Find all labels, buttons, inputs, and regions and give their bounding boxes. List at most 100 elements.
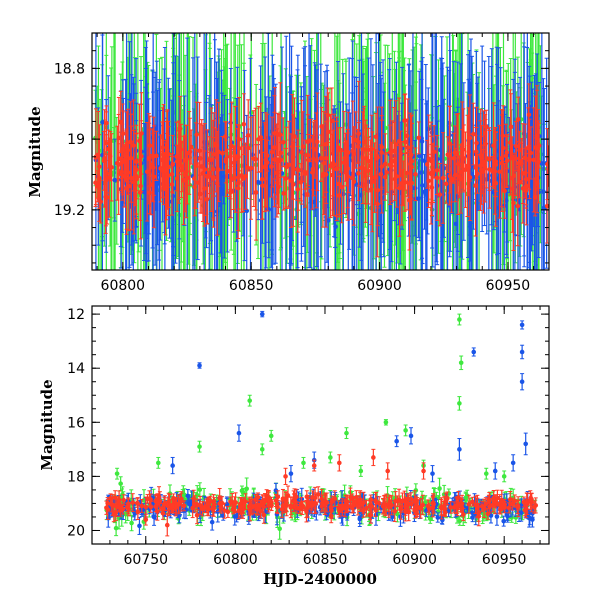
data-point-red: [331, 113, 337, 216]
data-point-red: [431, 494, 436, 514]
data-point-red: [434, 145, 440, 195]
data-point-red: [170, 498, 175, 514]
data-point-red: [449, 158, 454, 203]
data-point-red: [144, 122, 150, 222]
data-point-red: [486, 495, 492, 507]
data-point-red: [338, 127, 344, 173]
data-point-red: [535, 108, 541, 189]
data-point-red: [412, 505, 417, 516]
data-point-red: [284, 126, 289, 208]
data-point-red: [429, 135, 434, 187]
data-point-red: [135, 504, 141, 521]
data-point-green-outlier: [344, 427, 349, 440]
data-point-green-outlier: [268, 429, 274, 442]
data-point-red: [378, 144, 384, 205]
data-point-red: [235, 128, 241, 185]
data-point-red: [326, 92, 331, 172]
data-point-red-outlier: [337, 454, 342, 472]
data-point-red: [306, 494, 311, 510]
data-point-red: [300, 500, 306, 511]
data-point-red: [125, 497, 131, 515]
data-point-red: [382, 153, 388, 201]
bottom-xtick-label: 60900: [392, 552, 437, 568]
data-point-red: [174, 144, 180, 179]
data-point-blue: [112, 138, 118, 222]
data-point-red: [451, 501, 457, 514]
data-point-red: [328, 113, 333, 219]
data-point-blue-outlier: [259, 310, 265, 318]
data-point-red: [246, 496, 252, 516]
data-point-red: [138, 120, 144, 193]
data-point-blue: [423, 64, 429, 270]
data-point-blue-outlier: [197, 362, 202, 369]
data-point-red: [253, 107, 258, 211]
data-point-red: [361, 503, 366, 518]
data-point-red: [184, 124, 189, 194]
data-point-red: [119, 123, 125, 201]
data-point-red: [192, 157, 198, 217]
bottom-xlabel: HJD-2400000: [263, 570, 377, 588]
data-point-green-outlier: [156, 456, 161, 469]
data-point-red: [321, 111, 327, 216]
data-point-red-outlier: [164, 513, 170, 537]
data-point-red: [409, 498, 414, 510]
data-point-red: [426, 502, 432, 515]
data-point-blue-outlier: [519, 373, 525, 391]
data-point-green-outlier: [328, 451, 333, 464]
bottom-ytick-label: 18: [67, 469, 85, 485]
data-point-red: [288, 133, 294, 228]
data-point-red: [233, 105, 238, 213]
data-point-red: [256, 105, 261, 173]
top-ytick-label: 18.8: [54, 61, 85, 77]
data-point-blue-outlier: [457, 438, 462, 461]
data-point-red: [498, 503, 503, 515]
data-point-red: [178, 491, 184, 512]
bottom-ytick-label: 12: [67, 307, 85, 323]
data-point-red: [492, 495, 498, 509]
data-point-red: [134, 132, 139, 191]
bottom-ytick-label: 20: [67, 523, 85, 539]
data-point-red: [131, 99, 136, 192]
data-point-red: [130, 493, 136, 513]
data-point-red: [126, 141, 132, 232]
data-point-red: [200, 124, 206, 222]
data-point-red: [493, 131, 499, 198]
data-point-red: [519, 142, 524, 185]
data-point-blue-outlier: [519, 320, 525, 330]
data-point-red: [154, 493, 160, 513]
bottom-xtick-label: 60950: [482, 552, 527, 568]
data-point-red: [515, 96, 521, 143]
data-point-red: [322, 494, 327, 515]
data-point-green-outlier: [383, 419, 389, 426]
data-point-red: [160, 506, 166, 520]
data-point-red: [531, 500, 537, 514]
data-point-red: [393, 491, 398, 511]
data-point-red: [204, 174, 210, 225]
data-point-red: [272, 111, 277, 208]
bottom-ytick-label: 14: [67, 361, 85, 377]
top-panel-ticks: 60800 60850 60900 60950 18.8 19 19.2: [54, 33, 549, 294]
data-point-blue-outlier: [288, 465, 294, 483]
data-point-green: [129, 514, 134, 532]
data-point-red: [340, 500, 345, 517]
data-point-blue: [416, 70, 422, 242]
data-point-red: [440, 132, 446, 224]
data-point-red: [280, 117, 286, 168]
data-point-red: [495, 489, 500, 507]
data-point-red: [297, 501, 302, 514]
data-point-red: [258, 503, 263, 519]
data-point-red: [164, 121, 169, 221]
data-point-green-outlier: [457, 313, 462, 326]
data-point-red-outlier: [143, 513, 149, 526]
data-point-red: [453, 497, 459, 515]
data-point-red: [504, 134, 510, 188]
data-point-red: [375, 154, 381, 227]
data-point-red: [437, 162, 443, 227]
data-point-red: [463, 131, 468, 208]
top-xtick-label: 60850: [229, 278, 274, 294]
data-point-red: [210, 119, 216, 219]
data-point-blue-outlier: [394, 435, 399, 448]
top-xtick-label: 60800: [101, 278, 146, 294]
data-point-red: [269, 135, 274, 198]
data-point-red: [298, 163, 304, 202]
